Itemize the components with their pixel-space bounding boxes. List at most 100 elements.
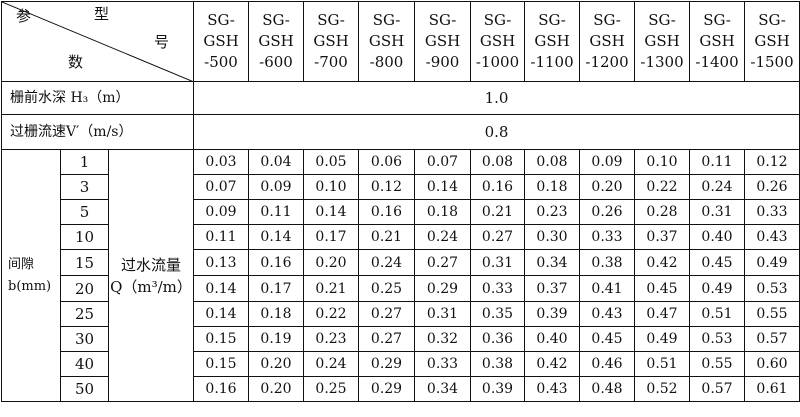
flow-value-cell: 0.40 <box>524 326 581 352</box>
corner-shu: 数 <box>68 53 84 71</box>
model-header-line: SG- <box>593 11 621 29</box>
corner-diagonal <box>2 2 192 81</box>
flow-value-cell: 0.18 <box>524 174 581 200</box>
flow-value-cell: 0.29 <box>414 275 472 302</box>
model-header: SG- GSH -600 <box>248 1 305 82</box>
flow-value-cell: 0.31 <box>470 249 526 276</box>
flow-value-cell: 0.14 <box>193 301 250 327</box>
model-header-line: SG- <box>317 11 345 29</box>
model-header-line: -1400 <box>695 53 739 71</box>
flow-value-cell: 0.25 <box>303 376 360 402</box>
flow-value-cell: 0.61 <box>744 376 800 402</box>
depth-row: 栅前水深 H₃（m） 1.0 <box>0 81 800 115</box>
model-header-line: SG- <box>262 11 290 29</box>
model-header-line: -1100 <box>530 53 574 71</box>
gap-value: 50 <box>60 376 109 402</box>
gap-label: 间隙 b(mm) <box>1 149 61 402</box>
model-header: SG- GSH -1200 <box>579 1 636 82</box>
model-header-line: GSH <box>589 32 625 50</box>
flow-value-cell: 0.49 <box>744 249 800 276</box>
table-row: 30 0.15 0.19 0.23 0.27 0.32 0.36 0.40 0.45 0.49 0.… <box>2 326 800 352</box>
gap-value: 30 <box>60 326 109 352</box>
flow-value-cell: 0.53 <box>689 326 746 352</box>
flow-label: 过水流量 Q（m³/m） <box>107 149 195 402</box>
flow-value-cell: 0.21 <box>303 275 360 302</box>
model-header-line: GSH <box>754 32 790 50</box>
flow-value-cell: 0.45 <box>689 249 746 276</box>
flow-value-cell: 0.16 <box>470 174 526 200</box>
flow-value-cell: 0.10 <box>634 149 691 175</box>
flow-value-cell: 0.13 <box>193 249 250 276</box>
flow-value-cell: 0.38 <box>470 351 526 377</box>
flow-value-cell: 0.17 <box>248 275 305 302</box>
flow-value-cell: 0.23 <box>524 199 581 225</box>
corner-can: 参 <box>16 7 32 25</box>
flow-value-cell: 0.43 <box>579 301 636 327</box>
flow-value-cell: 0.29 <box>358 351 416 377</box>
flow-value-cell: 0.24 <box>689 174 746 200</box>
flow-value-cell: 0.42 <box>634 249 691 276</box>
flow-value-cell: 0.16 <box>193 376 250 402</box>
flow-value-cell: 0.52 <box>634 376 691 402</box>
gap-value: 40 <box>60 351 109 377</box>
flow-value-cell: 0.24 <box>303 351 360 377</box>
flow-value-cell: 0.15 <box>193 326 250 352</box>
model-header-line: GSH <box>258 32 294 50</box>
flow-value-cell: 0.55 <box>689 351 746 377</box>
flow-value-cell: 0.15 <box>193 351 250 377</box>
flow-value-cell: 0.21 <box>358 224 416 250</box>
model-header: SG- GSH -900 <box>414 1 472 82</box>
model-header: SG- GSH -500 <box>193 1 250 82</box>
flow-value-cell: 0.34 <box>524 249 581 276</box>
flow-value-cell: 0.18 <box>248 301 305 327</box>
model-header-line: GSH <box>479 32 516 50</box>
flow-value-cell: 0.21 <box>470 199 526 225</box>
flow-value-cell: 0.57 <box>744 326 800 352</box>
flow-value-cell: 0.07 <box>414 149 472 175</box>
flow-value-cell: 0.33 <box>744 199 800 225</box>
flow-value-cell: 0.39 <box>524 301 581 327</box>
model-header-line: -1200 <box>585 53 629 71</box>
table-row: 20 0.14 0.17 0.21 0.25 0.29 0.33 0.37 0.41 0.45 0.… <box>2 275 800 302</box>
flow-value-cell: 0.40 <box>689 224 746 250</box>
flow-value-cell: 0.51 <box>634 351 691 377</box>
flow-value-cell: 0.28 <box>634 199 691 225</box>
flow-value-cell: 0.27 <box>358 301 416 327</box>
gap-value: 15 <box>60 249 109 276</box>
flow-value-cell: 0.20 <box>579 174 636 200</box>
model-header-line: SG- <box>483 11 512 29</box>
model-header-line: SG- <box>703 11 731 29</box>
flow-value-cell: 0.14 <box>193 275 250 302</box>
gap-value: 5 <box>60 199 109 225</box>
flow-value-cell: 0.16 <box>358 199 416 225</box>
model-header: SG- GSH -700 <box>303 1 360 82</box>
model-header-line: -700 <box>314 53 348 71</box>
flow-value-cell: 0.34 <box>414 376 472 402</box>
flow-value-cell: 0.27 <box>358 326 416 352</box>
flow-value-cell: 0.45 <box>634 275 691 302</box>
flow-value-cell: 0.14 <box>414 174 472 200</box>
flow-value-cell: 0.09 <box>193 199 250 225</box>
model-header: SG- GSH -1100 <box>524 1 581 82</box>
model-header: SG- GSH -800 <box>358 1 416 82</box>
model-header-line: SG- <box>207 11 235 29</box>
flow-value-cell: 0.03 <box>193 149 250 175</box>
flow-value-cell: 0.08 <box>524 149 581 175</box>
model-header-line: -600 <box>259 53 293 71</box>
flow-value-cell: 0.49 <box>689 275 746 302</box>
flow-value-cell: 0.42 <box>524 351 581 377</box>
flow-value-cell: 0.04 <box>248 149 305 175</box>
model-header-line: GSH <box>424 32 461 50</box>
flow-value-cell: 0.06 <box>358 149 416 175</box>
gap-value: 10 <box>60 224 109 250</box>
flow-value-cell: 0.30 <box>524 224 581 250</box>
flow-value-cell: 0.26 <box>579 199 636 225</box>
velocity-label: 过栅流速V′（m/s） <box>0 114 195 150</box>
flow-value-cell: 0.20 <box>303 249 360 276</box>
depth-value: 1.0 <box>193 81 800 115</box>
flow-value-cell: 0.25 <box>358 275 416 302</box>
gap-value: 1 <box>60 149 109 175</box>
flow-value-cell: 0.23 <box>303 326 360 352</box>
model-header-line: SG- <box>758 11 786 29</box>
flow-value-cell: 0.11 <box>248 199 305 225</box>
